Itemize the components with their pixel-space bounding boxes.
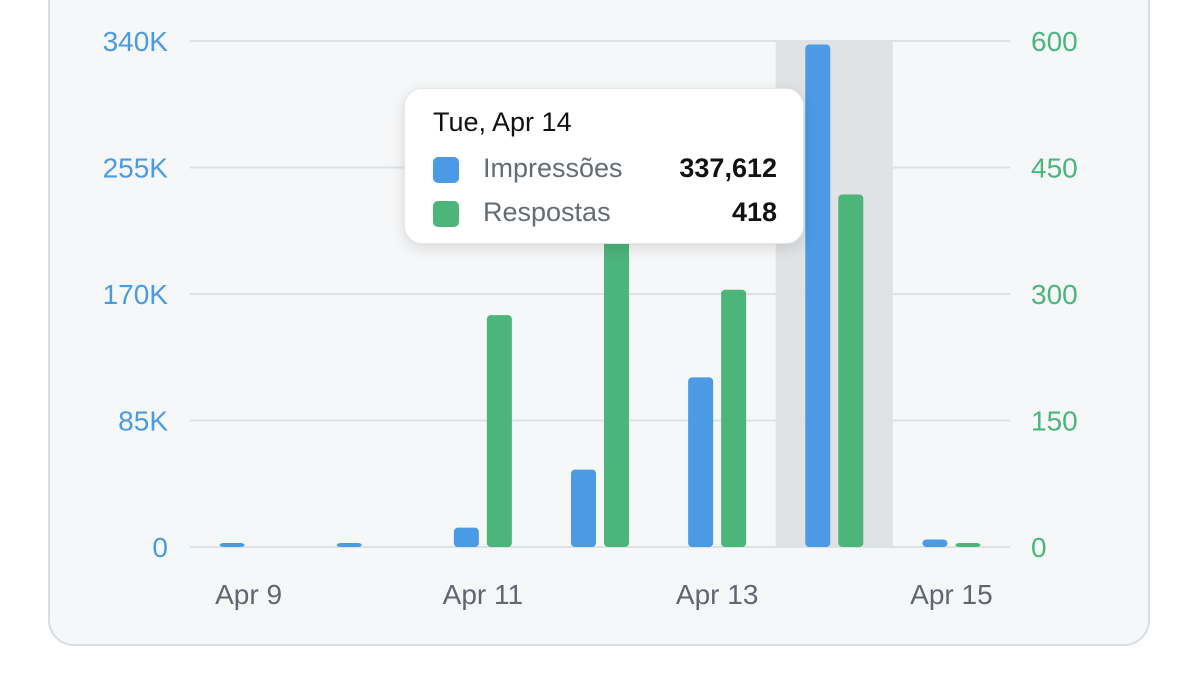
impressoes-bar [922,539,948,547]
tooltip-label-respostas: Respostas [483,197,611,227]
tooltip-title: Tue, Apr 14 [433,107,572,137]
impressoes-bar [805,44,831,548]
y-left-tick-label: 170K [103,279,169,310]
respostas-bar [955,543,981,547]
y-left-tick-label: 0 [152,532,168,563]
tooltip-label-impressoes: Impressões [483,153,623,183]
x-tick-label: Apr 11 [443,579,523,610]
y-right-tick-label: 600 [1031,26,1078,57]
y-left-tick-label: 340K [103,26,169,57]
tooltip-value-respostas: 418 [731,197,777,227]
impressoes-bar [453,527,479,547]
respostas-legend-swatch [433,201,459,227]
y-right-tick-label: 450 [1031,153,1078,184]
y-right-tick-label: 300 [1031,279,1078,310]
impressoes-bar [219,543,245,547]
x-tick-label: Apr 13 [676,579,759,610]
impressoes-bar [571,469,596,547]
y-left-tick-label: 85K [118,406,168,437]
respostas-bar [721,289,747,547]
respostas-bar [486,315,512,547]
impressoes-bar [688,377,714,547]
tooltip-value-impressoes: 337,612 [679,153,777,183]
y-left-tick-label: 255K [103,153,169,184]
x-tick-label: Apr 9 [215,579,282,610]
y-right-tick-label: 0 [1031,532,1047,563]
respostas-bar [838,194,864,547]
tooltip-row-impressoes: Impressões 337,612 [433,153,777,187]
x-tick-label: Apr 15 [910,579,993,610]
chart-tooltip: Tue, Apr 14 Impressões 337,612 Respostas… [404,88,804,244]
y-right-tick-label: 150 [1031,406,1078,437]
respostas-bar [604,163,629,548]
impressoes-bar [336,543,362,547]
tooltip-row-respostas: Respostas 418 [433,197,777,231]
impressoes-legend-swatch [433,157,459,183]
